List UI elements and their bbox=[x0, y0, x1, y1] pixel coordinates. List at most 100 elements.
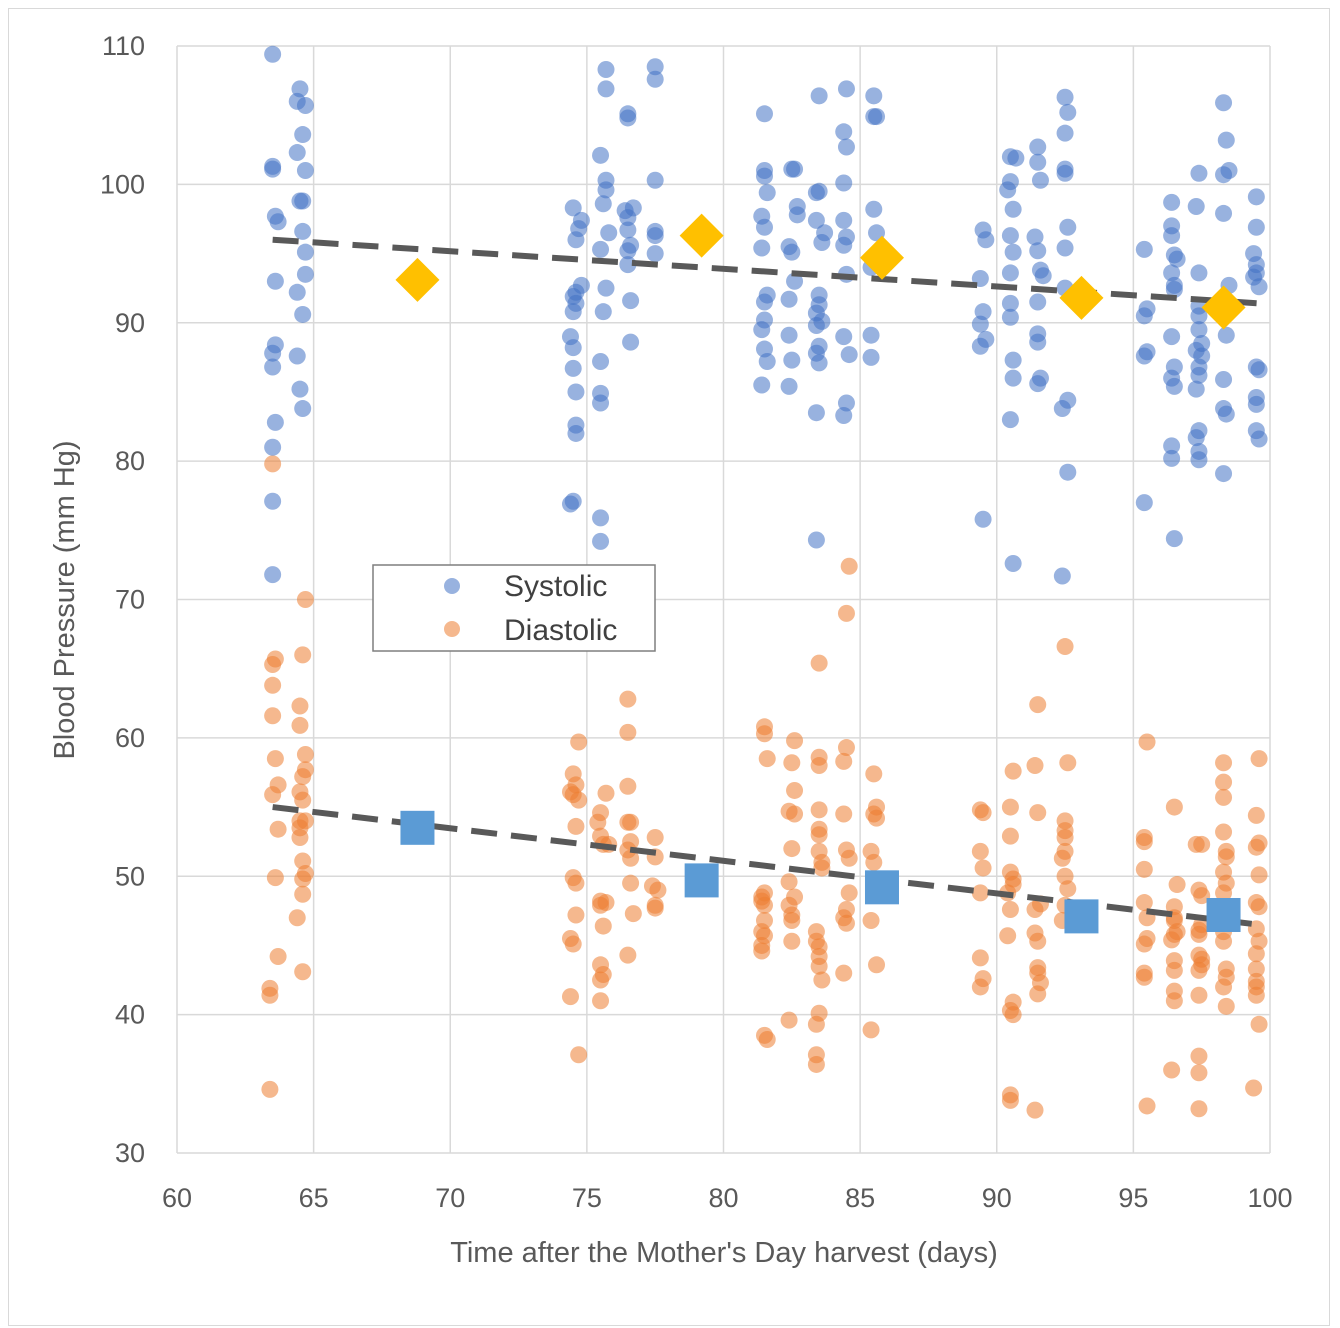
systolic-point bbox=[1001, 294, 1019, 312]
systolic-point bbox=[622, 333, 640, 351]
systolic-point bbox=[755, 218, 773, 236]
diastolic-point bbox=[783, 754, 801, 772]
diastolic-point bbox=[564, 935, 582, 953]
diastolic-point bbox=[1163, 1061, 1181, 1079]
diastolic-point bbox=[1135, 833, 1153, 851]
systolic-point bbox=[646, 171, 664, 189]
diastolic-point bbox=[592, 971, 610, 989]
systolic-point bbox=[1029, 333, 1047, 351]
systolic-point bbox=[1029, 293, 1047, 311]
diastolic-point bbox=[291, 697, 309, 715]
diastolic-point bbox=[862, 912, 880, 930]
diastolic-point bbox=[1247, 838, 1265, 856]
systolic-point bbox=[788, 206, 806, 224]
systolic-point bbox=[1135, 494, 1153, 512]
systolic-point bbox=[783, 351, 801, 369]
diastolic-point bbox=[1029, 932, 1047, 950]
systolic-point bbox=[619, 221, 637, 239]
y-tick-label: 70 bbox=[115, 585, 145, 615]
diastolic-point bbox=[266, 869, 284, 887]
diastolic-point bbox=[1247, 806, 1265, 824]
diastolic-point bbox=[974, 804, 992, 822]
diastolic-point bbox=[592, 896, 610, 914]
diastolic-point bbox=[266, 750, 284, 768]
diastolic-point bbox=[1059, 880, 1077, 898]
systolic-point bbox=[1190, 321, 1208, 339]
diastolic-point bbox=[646, 899, 664, 917]
diastolic-point bbox=[294, 870, 312, 888]
diastolic-mean-square bbox=[1064, 899, 1099, 934]
diastolic-point bbox=[1190, 925, 1208, 943]
systolic-point bbox=[1215, 94, 1233, 112]
diastolic-point bbox=[1168, 876, 1186, 894]
diastolic-point bbox=[807, 1015, 825, 1033]
systolic-point bbox=[264, 492, 282, 510]
systolic-point bbox=[1056, 164, 1074, 182]
systolic-point bbox=[1135, 347, 1153, 365]
systolic-point bbox=[1004, 555, 1022, 573]
y-axis-title: Blood Pressure (mm Hg) bbox=[49, 440, 81, 759]
systolic-point bbox=[1165, 281, 1183, 299]
mean-markers bbox=[395, 213, 1246, 934]
diastolic-point bbox=[837, 604, 855, 622]
systolic-point bbox=[835, 211, 853, 229]
diastolic-point bbox=[755, 725, 773, 743]
diastolic-point bbox=[296, 591, 314, 608]
systolic-point bbox=[592, 394, 610, 412]
diastolic-point bbox=[649, 881, 667, 899]
systolic-point bbox=[291, 380, 309, 398]
diastolic-point bbox=[1215, 978, 1233, 996]
systolic-point bbox=[1247, 395, 1265, 413]
systolic-point bbox=[758, 352, 776, 370]
systolic-point bbox=[592, 532, 610, 550]
systolic-point bbox=[1001, 411, 1019, 429]
systolic-point bbox=[1250, 278, 1268, 296]
systolic-point bbox=[264, 45, 282, 63]
systolic-point bbox=[783, 243, 801, 261]
diastolic-point bbox=[594, 917, 612, 935]
systolic-mean-diamond bbox=[679, 213, 724, 258]
systolic-point bbox=[755, 293, 773, 311]
systolic-point bbox=[646, 58, 664, 76]
systolic-point bbox=[291, 192, 309, 210]
systolic-point bbox=[1163, 193, 1181, 211]
systolic-point bbox=[619, 242, 637, 260]
systolic-point bbox=[1056, 88, 1074, 106]
diastolic-point bbox=[1215, 788, 1233, 806]
diastolic-point bbox=[1165, 992, 1183, 1010]
systolic-point bbox=[564, 303, 582, 321]
diastolic-point bbox=[624, 905, 642, 923]
diastolic-point bbox=[758, 750, 776, 768]
systolic-point bbox=[1217, 405, 1235, 423]
diastolic-point bbox=[1165, 798, 1183, 816]
diastolic-point bbox=[1247, 986, 1265, 1004]
x-tick-label: 95 bbox=[1118, 1183, 1148, 1213]
systolic-point bbox=[837, 138, 855, 156]
x-tick-label: 100 bbox=[1247, 1183, 1292, 1213]
systolic-point bbox=[1135, 240, 1153, 258]
diastolic-point bbox=[622, 849, 640, 867]
diastolic-point bbox=[1138, 733, 1156, 751]
systolic-point bbox=[1004, 200, 1022, 218]
diastolic-point bbox=[1190, 1100, 1208, 1118]
systolic-point bbox=[597, 80, 615, 98]
systolic-point bbox=[1165, 377, 1183, 395]
diastolic-point bbox=[1190, 961, 1208, 979]
systolic-point bbox=[1031, 171, 1049, 189]
diastolic-point bbox=[294, 768, 312, 786]
systolic-point bbox=[977, 231, 995, 249]
diastolic-point bbox=[810, 654, 828, 672]
systolic-point bbox=[264, 344, 282, 362]
diastolic-point bbox=[291, 829, 309, 847]
systolic-point bbox=[1056, 124, 1074, 142]
diastolic-point bbox=[264, 676, 282, 694]
systolic-point bbox=[837, 80, 855, 98]
systolic-point bbox=[1190, 264, 1208, 282]
diastolic-point bbox=[619, 946, 637, 964]
systolic-point bbox=[294, 126, 312, 144]
diastolic-point bbox=[810, 757, 828, 775]
systolic-point bbox=[1247, 188, 1265, 206]
diastolic-point bbox=[1135, 935, 1153, 953]
diastolic-point bbox=[1001, 1091, 1019, 1109]
gridlines bbox=[176, 45, 1271, 1154]
